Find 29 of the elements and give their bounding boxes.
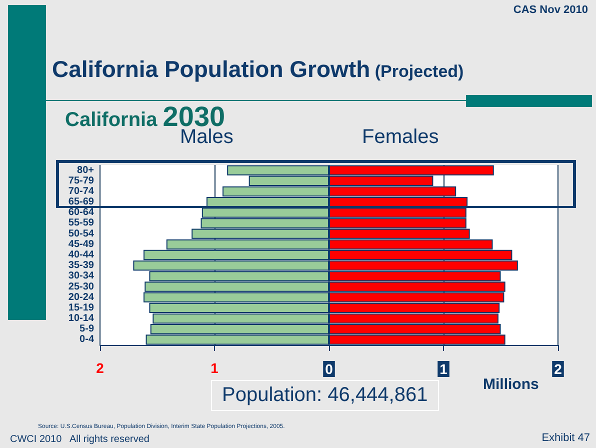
text: CWCI 2010 All rights reserved [10, 434, 150, 445]
x-tick-label: 1 [210, 360, 219, 376]
y-tick-label: 50-54 [68, 228, 94, 240]
y-tick-label: 30-34 [68, 270, 94, 282]
chart-title: California Population Growth (Projected) [52, 56, 464, 83]
x-tick-label: 2 [96, 360, 104, 376]
y-tick-label: 0-4 [80, 334, 94, 346]
y-tick-label: 35-39 [68, 260, 94, 272]
y-tick-label: 75-79 [68, 175, 94, 186]
y-tick-label: 20-24 [68, 292, 94, 303]
y-tick-label: 25-30 [68, 281, 94, 292]
series-label: Females [362, 126, 439, 148]
y-tick-label: 45-49 [68, 238, 94, 250]
x-tick-label: 1 [440, 361, 448, 377]
text: Exhibit 47 [542, 432, 590, 444]
y-tick-label: 80+ [77, 164, 94, 176]
y-tick-label: 40-44 [68, 250, 94, 260]
y-tick-label: 70-74 [68, 186, 94, 197]
y-tick-label: 5-9 [80, 324, 94, 335]
y-tick-label: 60-64 [68, 207, 94, 218]
x-tick-label: 2 [554, 361, 562, 377]
y-tick-label: 15-19 [68, 302, 94, 314]
y-tick-label: 65-69 [68, 196, 94, 208]
text: Population: 46,444,861 [211, 380, 439, 411]
x-tick-label: 0 [325, 361, 334, 377]
text: CAS Nov 2010 [513, 4, 588, 16]
y-tick-label: 55-59 [68, 218, 94, 229]
x-axis-title: Millions [483, 376, 539, 393]
y-tick-label: 10-14 [68, 313, 94, 324]
